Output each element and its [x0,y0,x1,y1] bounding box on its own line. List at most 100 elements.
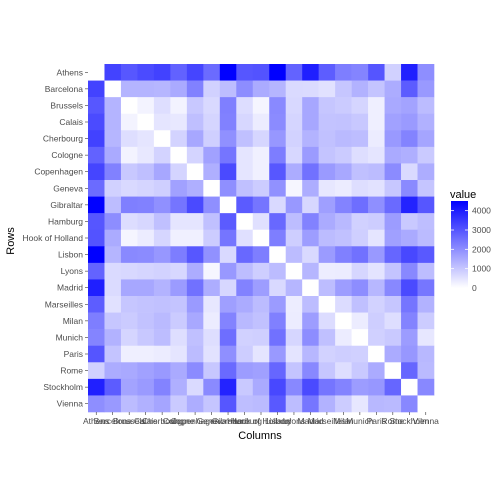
heatmap-cell [285,345,303,363]
heatmap-cell [417,345,435,363]
heatmap-cell [104,163,122,181]
heatmap-cell [368,64,385,81]
heatmap-cell [120,80,138,98]
heatmap-cell [137,329,155,347]
heatmap-cell [318,196,336,214]
y-tick-label: Marseilles [45,299,83,309]
heatmap-cell [104,64,122,81]
heatmap-cell [120,229,138,247]
heatmap-cell [302,113,319,131]
heatmap-cell [351,312,369,330]
heatmap-cell [384,395,402,413]
x-tick-label: Barcelona [94,416,133,426]
heatmap-cell [285,113,303,131]
heatmap-cell [104,378,122,396]
heatmap-cell [153,345,171,363]
heatmap-cell [269,362,287,380]
heatmap-cell [384,229,402,247]
heatmap-cell [269,196,287,214]
heatmap-cell [401,395,418,413]
heatmap-cell [170,296,188,313]
heatmap-cell [203,180,221,197]
heatmap-cell [285,395,303,413]
heatmap-cell [384,180,402,197]
legend-tick-label: 2000 [472,244,491,254]
heatmap-cell [269,378,287,396]
heatmap-cell [186,146,204,164]
heatmap-cell [285,64,303,81]
heatmap-cell [269,345,287,363]
heatmap-cell [285,279,303,297]
heatmap-cell [351,296,369,313]
heatmap-cell [153,113,171,131]
heatmap-cell [368,97,385,115]
heatmap-cell [285,329,303,347]
heatmap-cell [137,279,155,297]
x-tick-label: Copenhagen [171,416,220,426]
heatmap-cell [401,113,418,131]
y-tick-label: Paris [64,349,83,359]
heatmap-cell [120,378,138,396]
x-axis: AthensBarcelonaBrusselsCalaisCherbourgCo… [83,412,439,426]
heatmap-cell [88,196,105,214]
heatmap-cell [219,64,237,81]
y-tick-label: Cologne [51,150,83,160]
heatmap-cell [302,395,319,413]
heatmap-cell [219,362,237,380]
heatmap-cell [351,113,369,131]
heatmap-cell [88,296,105,313]
heatmap-cell [252,345,270,363]
heatmap-cell [302,378,319,396]
heatmap-cell [384,378,402,396]
heatmap-cell [88,345,105,363]
heatmap-cell [170,80,188,98]
heatmap-cell [285,130,303,148]
heatmap-cell [384,113,402,131]
heatmap-cell [137,64,155,81]
heatmap-cell [236,329,254,347]
heatmap-cell [335,395,352,413]
heatmap-cell [384,146,402,164]
x-tick-label: Geneva [197,416,227,426]
legend-ticks: 0 1000 2000 3000 4000 [451,206,491,293]
heatmap-cell [318,180,336,197]
heatmap-cell [269,312,287,330]
y-tick-label: Brussels [50,100,83,110]
x-tick-label: Lisbon [265,416,290,426]
heatmap-cell [368,80,385,98]
heatmap-cell [252,163,270,181]
heatmap-cell [153,362,171,380]
heatmap-cell [269,329,287,347]
heatmap-cell [351,80,369,98]
heatmap-cell [335,180,352,197]
heatmap-cell [417,163,435,181]
heatmap-cell [137,296,155,313]
heatmap-cell [384,64,402,81]
heatmap-cell [351,97,369,115]
heatmap-cell [401,312,418,330]
heatmap-cell [252,64,270,81]
heatmap-cell [219,196,237,214]
heatmap-cell [302,146,319,164]
heatmap-cell [417,180,435,197]
y-axis: Athens Barcelona Brussels Calais Cherbourg Co… [23,67,88,409]
legend-tick-label: 0 [472,283,477,293]
heatmap-cell [236,113,254,131]
heatmap-cell [186,279,204,297]
heatmap-cell [417,113,435,131]
heatmap-cell [137,229,155,247]
heatmap-cell [186,329,204,347]
heatmap-cell [285,229,303,247]
heatmap-cell [269,113,287,131]
heatmap-cell [368,262,385,280]
heatmap-cell [252,246,270,264]
heatmap-cell [252,296,270,313]
heatmap-cell [153,97,171,115]
heatmap-cell [120,130,138,148]
heatmap-cell [137,378,155,396]
heatmap-cell [88,113,105,131]
legend-colorbar [451,201,468,288]
heatmap-cell [219,345,237,363]
heatmap-cell [252,180,270,197]
